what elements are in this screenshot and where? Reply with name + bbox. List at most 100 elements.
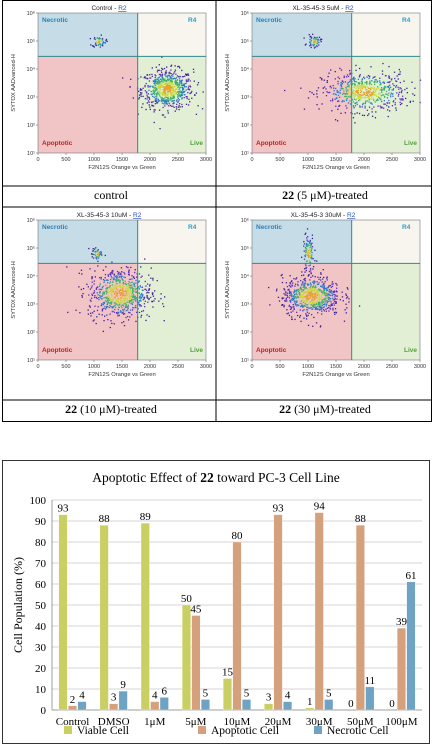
cell-event	[317, 300, 319, 303]
cell-event	[162, 77, 164, 80]
x-tick-label: 1000	[302, 157, 314, 163]
cell-event	[316, 90, 318, 92]
cell-event	[341, 101, 343, 103]
cell-event	[131, 278, 133, 280]
cell-event	[158, 76, 160, 78]
cell-event	[175, 91, 178, 93]
cell-event	[315, 322, 318, 324]
cell-event	[298, 294, 301, 296]
cell-event	[119, 283, 121, 285]
cell-event	[349, 89, 352, 91]
cell-event	[75, 309, 77, 311]
cell-event	[300, 300, 303, 302]
cell-event	[310, 306, 312, 309]
cell-event	[363, 96, 365, 99]
cell-event	[167, 96, 169, 98]
cell-event	[111, 277, 113, 279]
cell-event	[394, 102, 396, 104]
cell-event	[305, 301, 307, 303]
cell-event	[391, 78, 393, 80]
cell-event	[303, 292, 305, 294]
x-tick-label: 1500	[330, 364, 342, 370]
cell-event	[125, 316, 127, 319]
cell-event	[388, 86, 390, 88]
cell-event	[305, 43, 307, 45]
cell-event	[177, 100, 180, 102]
cell-event	[372, 92, 374, 94]
cell-event	[309, 239, 311, 242]
cell-event	[305, 248, 307, 250]
cell-event	[110, 293, 112, 295]
cell-event	[335, 287, 338, 289]
cell-event	[330, 69, 332, 71]
cell-event	[287, 289, 289, 291]
cell-event	[354, 113, 356, 115]
cell-event	[347, 96, 349, 98]
cell-event	[315, 290, 318, 293]
cell-event	[284, 300, 287, 302]
cell-event	[359, 85, 361, 88]
cell-event	[142, 310, 145, 312]
cell-event	[352, 117, 355, 119]
cell-event	[115, 303, 117, 306]
cell-event	[87, 286, 89, 288]
cell-event	[154, 94, 156, 96]
cell-event	[317, 87, 320, 89]
cell-event	[297, 284, 299, 286]
cell-event	[106, 305, 108, 308]
cell-event	[157, 77, 159, 79]
cell-event	[111, 306, 114, 309]
cell-event	[165, 80, 167, 83]
cell-event	[343, 320, 346, 322]
cell-event	[297, 290, 300, 292]
cell-event	[311, 234, 314, 236]
cell-event	[99, 283, 101, 285]
cell-event	[368, 90, 371, 92]
cell-event	[162, 92, 164, 95]
cell-event	[334, 70, 336, 73]
cell-event	[158, 64, 160, 66]
cell-event	[96, 316, 98, 318]
cell-event	[333, 300, 336, 302]
cell-event	[292, 298, 294, 301]
y-tick-label: 10⁴	[27, 273, 36, 280]
cell-event	[359, 99, 361, 101]
cell-event	[316, 93, 318, 95]
cell-event	[87, 309, 89, 311]
cell-event	[300, 256, 303, 258]
cell-population-0	[121, 56, 204, 130]
cell-event	[288, 304, 291, 307]
cell-event	[116, 289, 118, 291]
cell-event	[335, 105, 337, 107]
cell-event	[303, 258, 306, 260]
cell-event	[289, 282, 291, 284]
cell-event	[303, 108, 306, 110]
cell-event	[175, 108, 178, 110]
cell-event	[107, 299, 109, 301]
cell-event	[148, 299, 150, 301]
cell-event	[110, 306, 112, 308]
cell-event	[392, 88, 395, 90]
cell-event	[157, 93, 159, 95]
cell-event	[309, 90, 311, 93]
x-tick-label: 0	[36, 157, 39, 163]
cell-event	[337, 91, 340, 93]
cell-event	[307, 302, 310, 304]
legend-swatch	[314, 726, 322, 734]
cell-event	[332, 307, 334, 309]
cell-event	[315, 38, 318, 40]
cell-event	[185, 103, 188, 105]
cell-event	[138, 280, 140, 282]
cell-event	[306, 237, 308, 239]
cell-event	[366, 94, 368, 97]
cell-event	[333, 89, 335, 92]
cell-event	[307, 306, 309, 308]
cell-event	[153, 89, 155, 91]
cell-event	[328, 72, 330, 74]
cell-event	[315, 301, 317, 303]
cell-event	[395, 107, 397, 109]
y-tick-label: 10⁴	[27, 66, 36, 73]
cell-event	[281, 303, 284, 306]
cell-event	[372, 97, 374, 100]
data-label: 88	[99, 513, 111, 525]
